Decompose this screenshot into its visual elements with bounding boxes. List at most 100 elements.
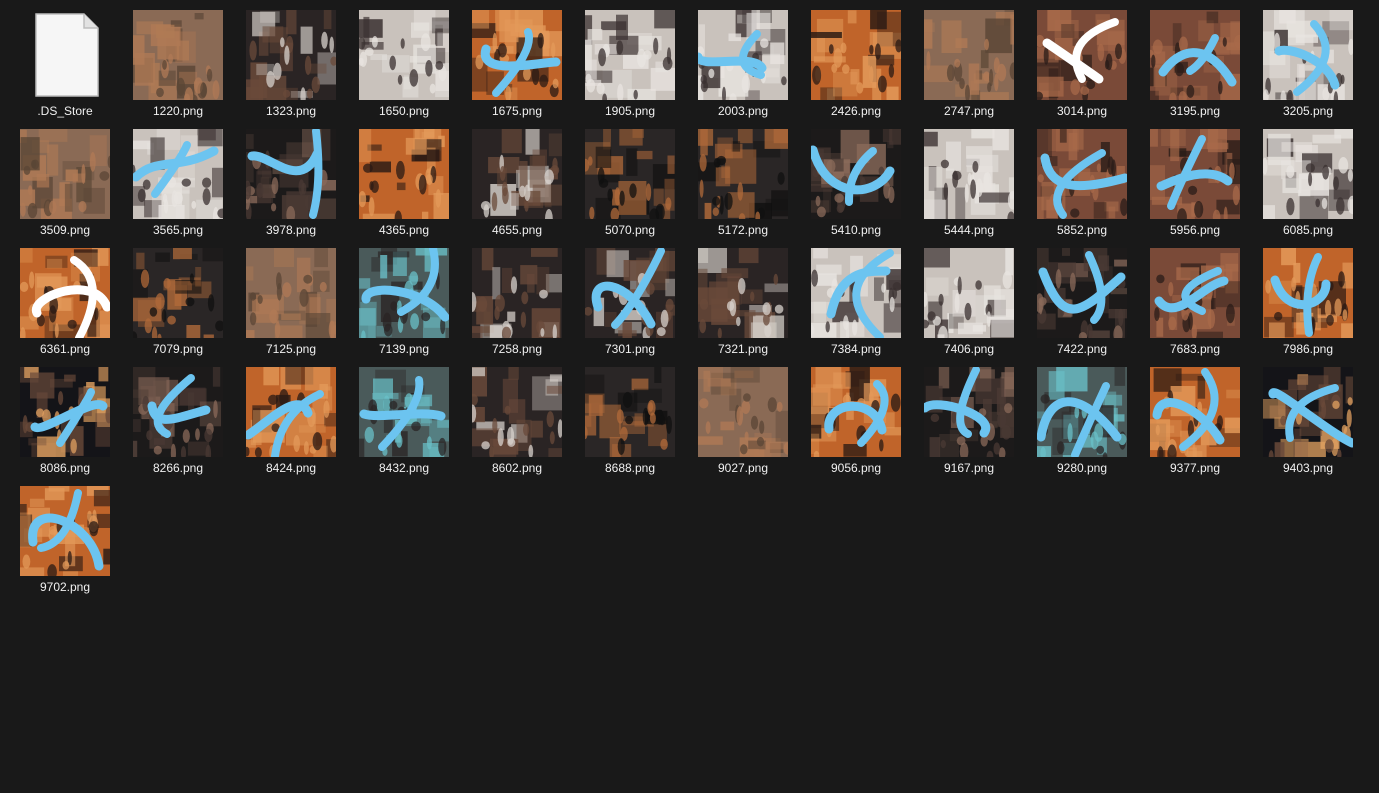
file-name-label: 7301.png	[604, 342, 656, 356]
file-item[interactable]: 1220.png	[123, 0, 233, 118]
file-item[interactable]: 7683.png	[1140, 238, 1250, 356]
file-name-label: 6085.png	[1282, 223, 1334, 237]
file-name-label: 7384.png	[830, 342, 882, 356]
file-item[interactable]: 3014.png	[1027, 0, 1137, 118]
file-item[interactable]: .DS_Store	[10, 0, 120, 118]
file-name-label: 9167.png	[943, 461, 995, 475]
file-item[interactable]: 4365.png	[349, 119, 459, 237]
image-thumbnail	[1037, 10, 1127, 100]
image-thumbnail	[811, 367, 901, 457]
file-name-label: 2426.png	[830, 104, 882, 118]
file-name-label: 8688.png	[604, 461, 656, 475]
image-thumbnail	[20, 486, 110, 576]
file-item[interactable]: 7384.png	[801, 238, 911, 356]
image-thumbnail	[1150, 367, 1240, 457]
file-item[interactable]: 5444.png	[914, 119, 1024, 237]
file-item[interactable]: 6085.png	[1253, 119, 1363, 237]
image-thumbnail	[1037, 367, 1127, 457]
image-thumbnail	[20, 129, 110, 219]
file-name-label: 5410.png	[830, 223, 882, 237]
image-thumbnail	[133, 10, 223, 100]
file-item[interactable]: 9280.png	[1027, 357, 1137, 475]
file-item[interactable]: 7258.png	[462, 238, 572, 356]
file-name-label: 4655.png	[491, 223, 543, 237]
file-name-label: 3195.png	[1169, 104, 1221, 118]
image-thumbnail	[1037, 129, 1127, 219]
file-item[interactable]: 6361.png	[10, 238, 120, 356]
file-name-label: 3205.png	[1282, 104, 1334, 118]
file-item[interactable]: 7301.png	[575, 238, 685, 356]
image-thumbnail	[924, 129, 1014, 219]
file-name-label: 1220.png	[152, 104, 204, 118]
file-item[interactable]: 8424.png	[236, 357, 346, 475]
file-item[interactable]: 8432.png	[349, 357, 459, 475]
file-name-label: 2747.png	[943, 104, 995, 118]
file-item[interactable]: 1675.png	[462, 0, 572, 118]
file-item[interactable]: 9403.png	[1253, 357, 1363, 475]
file-item[interactable]: 8688.png	[575, 357, 685, 475]
file-name-label: 9377.png	[1169, 461, 1221, 475]
image-thumbnail	[698, 10, 788, 100]
image-thumbnail	[359, 10, 449, 100]
file-name-label: 9702.png	[39, 580, 91, 594]
image-thumbnail	[133, 367, 223, 457]
file-item[interactable]: 3978.png	[236, 119, 346, 237]
file-name-label: 7258.png	[491, 342, 543, 356]
file-item[interactable]: 8602.png	[462, 357, 572, 475]
file-item[interactable]: 7321.png	[688, 238, 798, 356]
file-item[interactable]: 5070.png	[575, 119, 685, 237]
file-item[interactable]: 7406.png	[914, 238, 1024, 356]
file-item[interactable]: 2003.png	[688, 0, 798, 118]
file-item[interactable]: 7986.png	[1253, 238, 1363, 356]
file-item[interactable]: 8266.png	[123, 357, 233, 475]
file-name-label: 8424.png	[265, 461, 317, 475]
file-item[interactable]: 7125.png	[236, 238, 346, 356]
file-name-label: 7986.png	[1282, 342, 1334, 356]
document-icon	[20, 10, 110, 100]
image-thumbnail	[698, 248, 788, 338]
image-thumbnail	[1150, 10, 1240, 100]
file-item[interactable]: 3195.png	[1140, 0, 1250, 118]
image-thumbnail	[472, 248, 562, 338]
file-item[interactable]: 7422.png	[1027, 238, 1137, 356]
file-item[interactable]: 5956.png	[1140, 119, 1250, 237]
file-item[interactable]: 1323.png	[236, 0, 346, 118]
file-item[interactable]: 7139.png	[349, 238, 459, 356]
image-thumbnail	[20, 248, 110, 338]
file-item[interactable]: 2426.png	[801, 0, 911, 118]
image-thumbnail	[1150, 129, 1240, 219]
file-name-label: 1650.png	[378, 104, 430, 118]
file-name-label: 5172.png	[717, 223, 769, 237]
file-name-label: 7422.png	[1056, 342, 1108, 356]
file-item[interactable]: 5410.png	[801, 119, 911, 237]
file-item[interactable]: 7079.png	[123, 238, 233, 356]
file-item[interactable]: 5172.png	[688, 119, 798, 237]
file-item[interactable]: 9167.png	[914, 357, 1024, 475]
image-thumbnail	[811, 248, 901, 338]
file-item[interactable]: 9377.png	[1140, 357, 1250, 475]
file-item[interactable]: 5852.png	[1027, 119, 1137, 237]
file-item[interactable]: 1905.png	[575, 0, 685, 118]
image-thumbnail	[1263, 10, 1353, 100]
file-item[interactable]: 3565.png	[123, 119, 233, 237]
file-item[interactable]: 9056.png	[801, 357, 911, 475]
file-name-label: 9027.png	[717, 461, 769, 475]
file-item[interactable]: 2747.png	[914, 0, 1024, 118]
file-item[interactable]: 3509.png	[10, 119, 120, 237]
image-thumbnail	[246, 10, 336, 100]
file-item[interactable]: 9027.png	[688, 357, 798, 475]
image-thumbnail	[20, 367, 110, 457]
image-thumbnail	[133, 129, 223, 219]
file-name-label: 3565.png	[152, 223, 204, 237]
file-name-label: 7139.png	[378, 342, 430, 356]
image-thumbnail	[472, 10, 562, 100]
image-thumbnail	[359, 129, 449, 219]
file-item[interactable]: 9702.png	[10, 476, 120, 594]
image-thumbnail	[133, 248, 223, 338]
file-name-label: 8602.png	[491, 461, 543, 475]
file-item[interactable]: 1650.png	[349, 0, 459, 118]
file-item[interactable]: 4655.png	[462, 119, 572, 237]
file-item[interactable]: 3205.png	[1253, 0, 1363, 118]
file-item[interactable]: 8086.png	[10, 357, 120, 475]
